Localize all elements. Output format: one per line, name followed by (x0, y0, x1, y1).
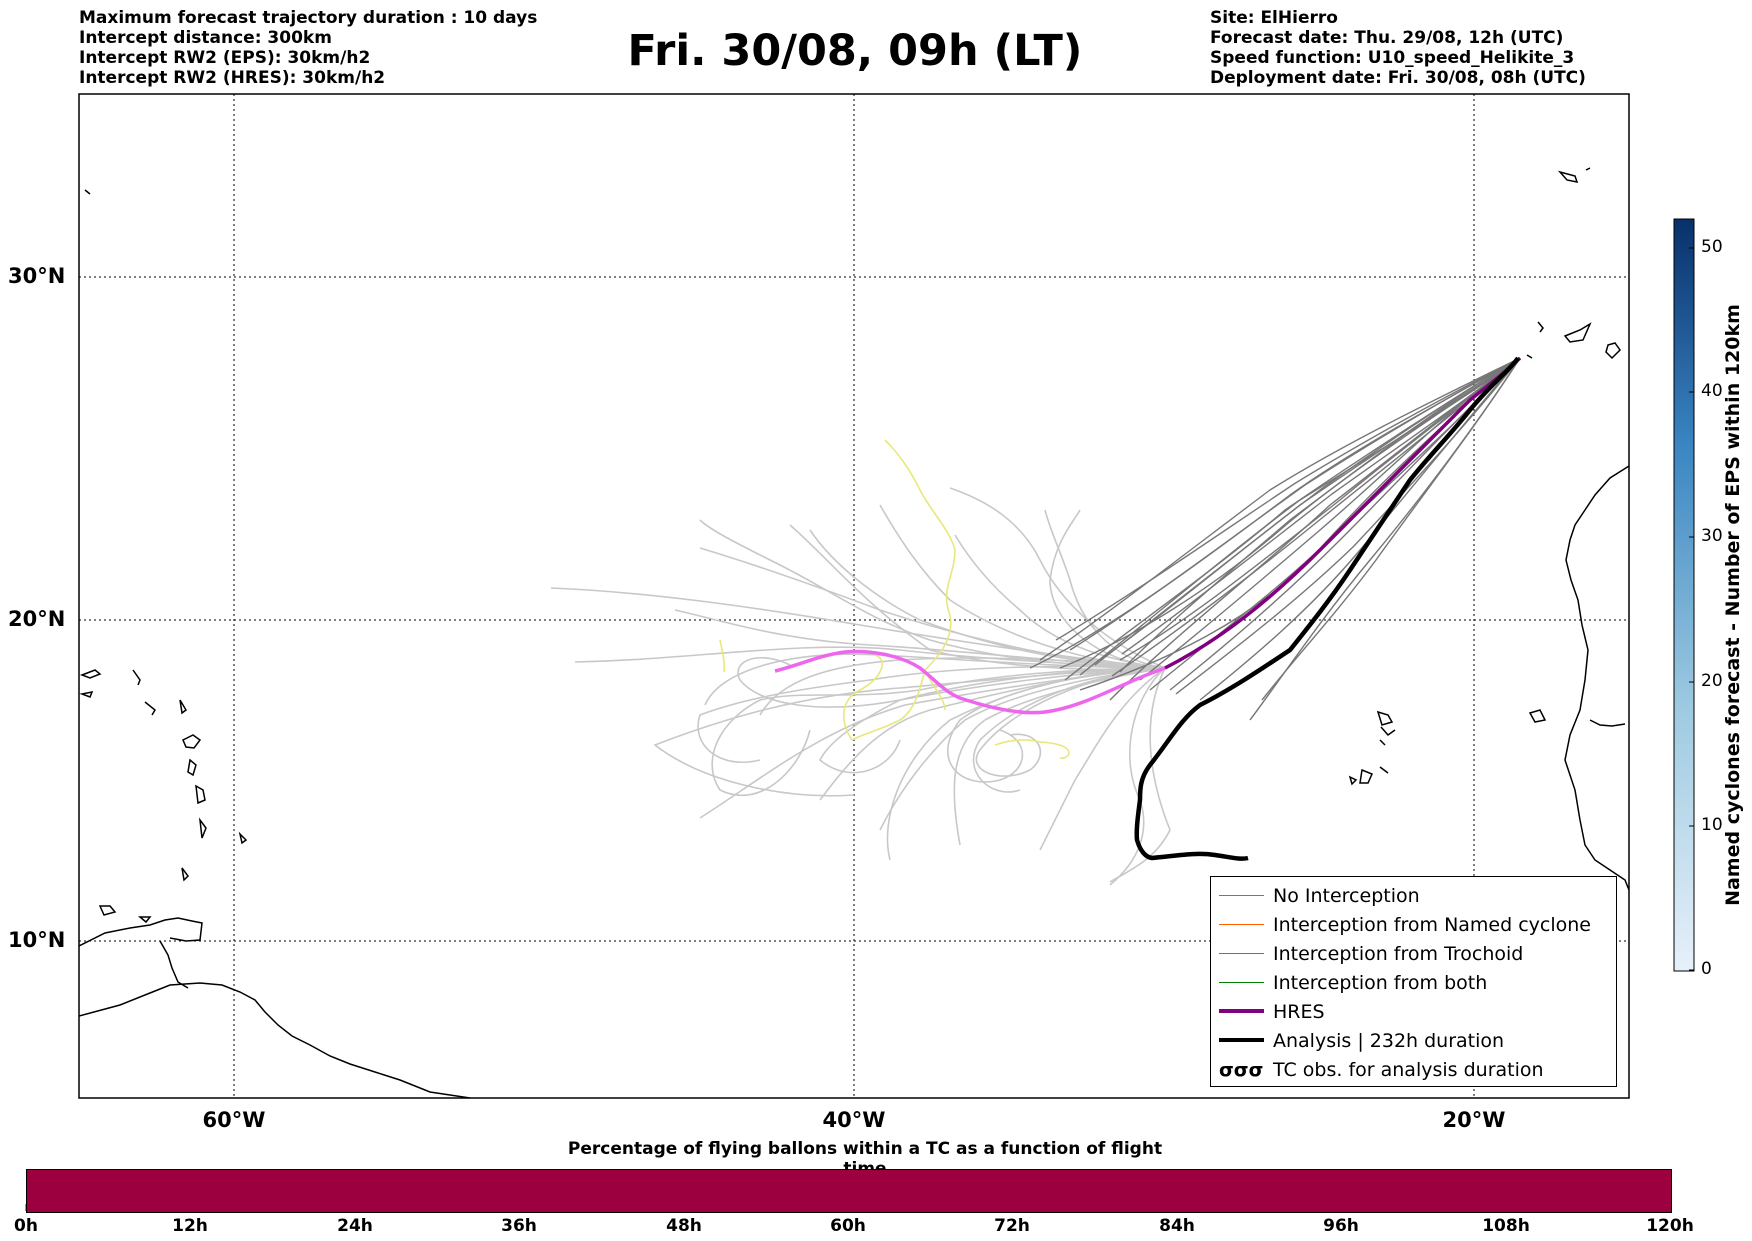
eps-colorbar-ticks (1689, 247, 1694, 971)
time-tick-120h: 120h (1646, 1216, 1694, 1236)
header-intercept-hres: Intercept RW2 (HRES): 30km/h2 (79, 68, 386, 88)
no-interception-trajectories (1029, 357, 1521, 721)
olive-line-icon (1219, 953, 1264, 954)
legend-item-tc-obs: σσσ TC obs. for analysis duration (1219, 1059, 1544, 1081)
time-tick-60h: 60h (830, 1216, 866, 1236)
eps-tick-20: 20 (1701, 671, 1723, 691)
legend-item-both: Interception from both (1211, 970, 1616, 996)
time-colorbar (26, 1169, 1672, 1213)
eps-colorbar-label: Named cyclones forecast - Number of EPS … (1722, 304, 1744, 906)
eps-tick-0: 0 (1701, 959, 1712, 979)
orange-line-icon (1219, 924, 1264, 925)
black-line-icon (1219, 1038, 1264, 1042)
page-title: Fri. 30/08, 09h (LT) (627, 26, 1083, 76)
header-right-info: Site: ElHierro Forecast date: Thu. 29/08… (1210, 8, 1586, 88)
purple-line-icon (1219, 1009, 1264, 1013)
lat-label-30n: 30°N (8, 264, 66, 288)
eps-tick-40: 40 (1701, 381, 1723, 401)
hres-trajectory (1164, 356, 1522, 670)
time-tick-0h: 0h (14, 1216, 38, 1236)
map-legend: No Interception Interception from Named … (1210, 876, 1617, 1087)
time-tick-12h: 12h (172, 1216, 208, 1236)
time-tick-108h: 108h (1482, 1216, 1530, 1236)
time-tick-72h: 72h (994, 1216, 1030, 1236)
eps-tick-10: 10 (1701, 815, 1723, 835)
header-site: Site: ElHierro (1210, 8, 1338, 28)
legend-item-named-cyclone: Interception from Named cyclone (1211, 912, 1616, 938)
header-forecast-date: Forecast date: Thu. 29/08, 12h (UTC) (1210, 28, 1564, 48)
analysis-trajectory (1134, 356, 1520, 861)
lon-label-20w: 20°W (1442, 1108, 1506, 1132)
cyclone-symbol-icon: σσσ (1219, 1059, 1264, 1081)
time-tick-96h: 96h (1323, 1216, 1359, 1236)
green-line-icon (1219, 982, 1264, 983)
header-deployment-date: Deployment date: Fri. 30/08, 08h (UTC) (1210, 68, 1586, 88)
header-max-duration: Maximum forecast trajectory duration : 1… (79, 8, 538, 28)
time-tick-36h: 36h (501, 1216, 537, 1236)
lon-label-60w: 60°W (202, 1108, 266, 1132)
header-intercept-eps: Intercept RW2 (EPS): 30km/h2 (79, 48, 371, 68)
header-intercept-distance: Intercept distance: 300km (79, 28, 332, 48)
legend-item-hres: HRES (1211, 999, 1616, 1025)
header-speed-function: Speed function: U10_speed_Helikite_3 (1210, 48, 1575, 68)
lon-label-40w: 40°W (822, 1108, 886, 1132)
time-tick-24h: 24h (337, 1216, 373, 1236)
header-left-info: Maximum forecast trajectory duration : 1… (79, 8, 537, 88)
legend-item-analysis: Analysis | 232h duration (1211, 1028, 1616, 1054)
hres-trajectory-future (774, 649, 1166, 715)
legend-item-trochoid: Interception from Trochoid (1211, 941, 1616, 967)
eps-colorbar (1673, 218, 1695, 972)
legend-item-no-interception: No Interception (1211, 883, 1616, 909)
lat-label-10n: 10°N (8, 928, 66, 952)
gray-line-icon (1219, 895, 1264, 896)
time-tick-48h: 48h (666, 1216, 702, 1236)
time-tick-84h: 84h (1159, 1216, 1195, 1236)
lat-label-20n: 20°N (8, 607, 66, 631)
coastlines (79, 167, 1629, 1098)
eps-tick-30: 30 (1701, 526, 1723, 546)
eps-tick-50: 50 (1701, 237, 1723, 257)
